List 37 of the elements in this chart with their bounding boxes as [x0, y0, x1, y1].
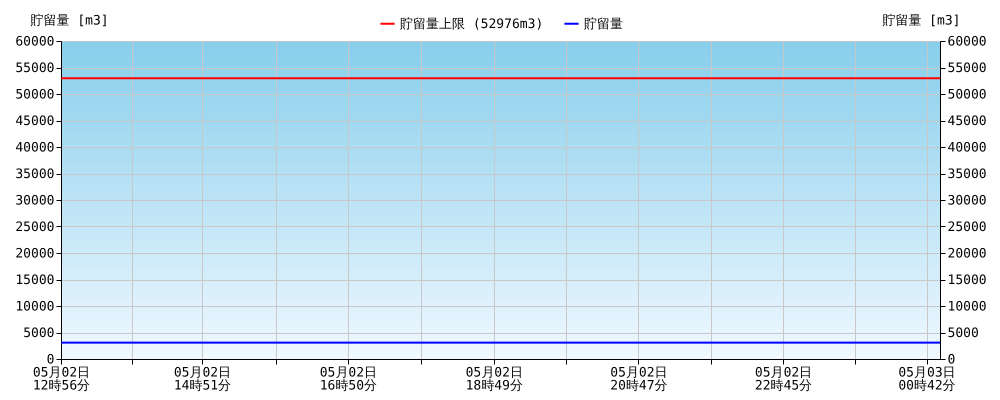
x-tick-label: 05月02日 22時45分 — [754, 366, 812, 394]
y2-tick-label: 0 — [948, 352, 956, 368]
y2-tick-label: 55000 — [948, 61, 987, 76]
x-tick-label: 05月03日 00時42分 — [898, 366, 956, 394]
x-tick-label: 05月02日 14時51分 — [174, 366, 232, 394]
y2-axis-title: 貯留量 [m3] — [882, 14, 960, 28]
y2-tick-label: 60000 — [948, 34, 987, 50]
legend-label: 貯留量 — [584, 16, 623, 32]
y-tick-label: 5000 — [23, 326, 54, 341]
y-axis-title: 貯留量 [m3] — [30, 14, 109, 28]
y-tick-label: 55000 — [15, 61, 54, 76]
legend-label: 貯留量上限 (52976m3) — [400, 16, 544, 32]
y2-tick-label: 20000 — [948, 246, 987, 262]
x-tick-label: 05月02日 16時50分 — [320, 366, 378, 394]
y-tick-label: 40000 — [15, 140, 54, 156]
y2-tick-label: 25000 — [948, 220, 987, 235]
y2-tick-label: 15000 — [948, 273, 987, 288]
y2-tick-label: 10000 — [948, 300, 987, 314]
x-tick-label: 05月02日 12時56分 — [32, 366, 90, 394]
y-tick-label: 35000 — [15, 167, 54, 182]
y-tick-label: 0 — [46, 352, 54, 368]
y-tick-label: 50000 — [15, 88, 54, 102]
y2-tick-label: 35000 — [948, 167, 987, 182]
y-tick-label: 30000 — [15, 194, 54, 208]
y-tick-label: 20000 — [15, 246, 54, 262]
y2-tick-label: 5000 — [948, 326, 979, 341]
y2-tick-label: 45000 — [948, 114, 987, 129]
y-tick-label: 60000 — [15, 34, 54, 50]
y2-tick-label: 30000 — [948, 194, 987, 208]
y-tick-label: 25000 — [15, 220, 54, 235]
y2-tick-label: 50000 — [948, 88, 987, 102]
y2-tick-label: 40000 — [948, 140, 987, 156]
y-tick-label: 10000 — [15, 300, 54, 314]
y-tick-label: 45000 — [15, 114, 54, 129]
x-tick-label: 05月02日 18時49分 — [466, 366, 523, 394]
y-tick-label: 15000 — [15, 273, 54, 288]
x-tick-label: 05月02日 20時47分 — [610, 366, 668, 394]
